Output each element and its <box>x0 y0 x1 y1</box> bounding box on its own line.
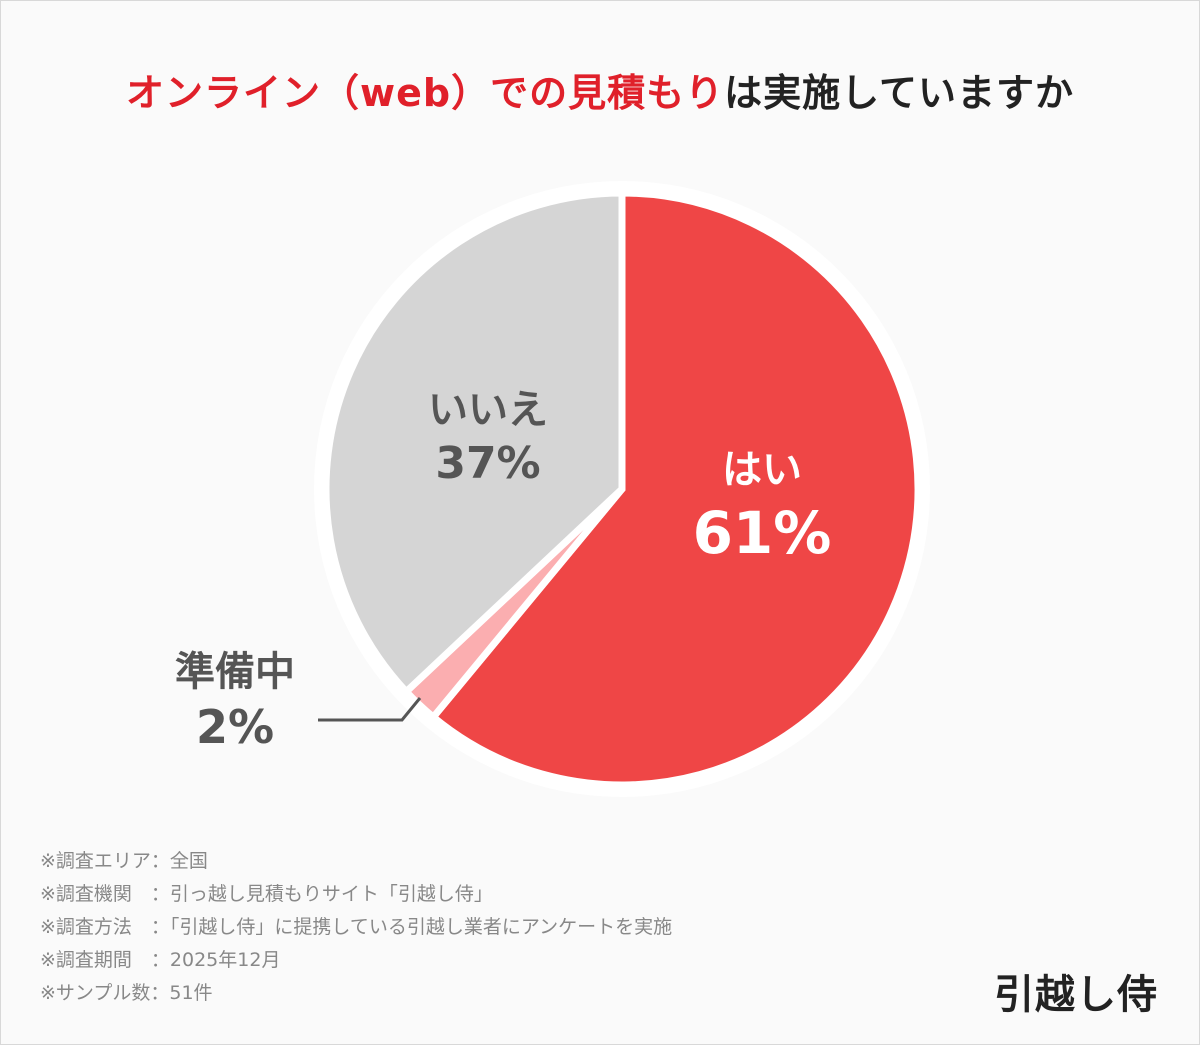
note-sample: ※サンプル数：51件 <box>40 982 213 1004</box>
brand-logo: 引越し侍 <box>994 972 1158 1018</box>
leader-line <box>318 697 422 722</box>
note-area: ※調査エリア：全国 <box>40 850 208 872</box>
label-preparing: 準備中 <box>175 649 295 695</box>
note-organization: ※調査機関 ：引っ越し見積もりサイト「引越し侍」 <box>40 883 493 905</box>
title-rest: は実施していますか <box>724 71 1074 115</box>
slice-no <box>322 189 626 697</box>
note-period: ※調査期間 ：2025年12月 <box>40 949 281 971</box>
slice-label-yes: はい 61% <box>682 448 842 566</box>
note-method: ※調査方法 ：「引越し侍」に提携している引越し業者にアンケートを実施 <box>40 916 673 938</box>
title-highlight: オンライン（web）での見積もり <box>126 71 725 115</box>
label-no: いいえ <box>428 387 548 433</box>
slice-yes <box>428 189 922 789</box>
value-no: 37% <box>435 438 541 489</box>
label-yes: はい <box>722 447 802 493</box>
chart-title: オンライン（web）での見積もりは実施していますか <box>0 62 1200 117</box>
value-yes: 61% <box>692 499 832 567</box>
slice-label-preparing: 準備中 2% <box>160 650 310 753</box>
survey-notes: ※調査エリア：全国 ※調査機関 ：引っ越し見積もりサイト「引越し侍」 ※調査方法… <box>40 845 672 1010</box>
value-preparing: 2% <box>195 700 275 754</box>
slice-label-no: いいえ 37% <box>408 388 568 488</box>
